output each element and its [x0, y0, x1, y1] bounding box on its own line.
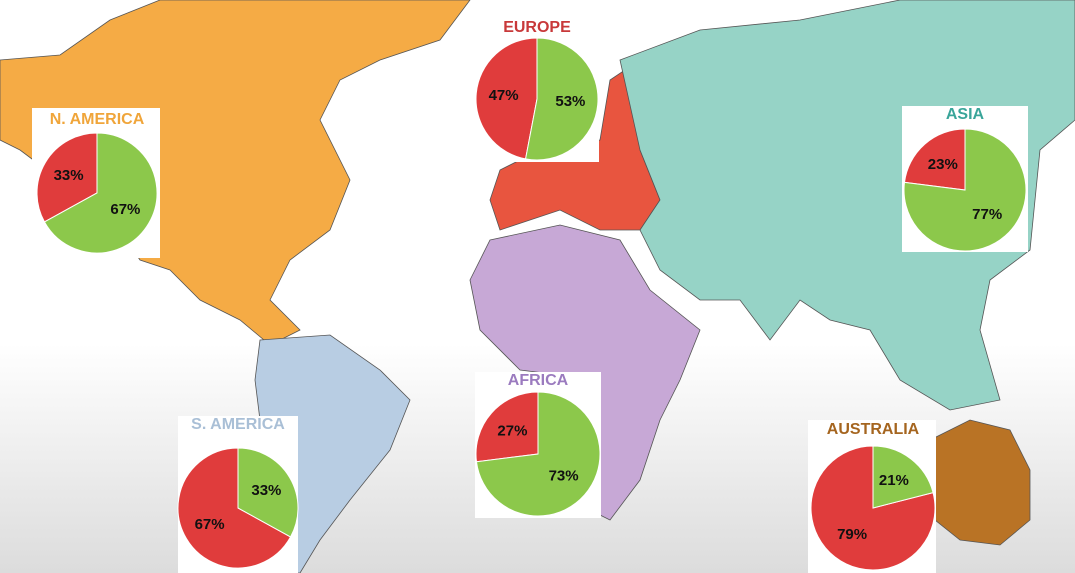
pie-chart: AFRICA 27% 73%	[475, 372, 601, 518]
value-label: 77%	[972, 206, 1002, 223]
pie-slice	[872, 445, 934, 509]
pie-chart: ASIA 23% 77%	[902, 106, 1028, 252]
value-label: 67%	[195, 516, 225, 533]
pie-slice	[177, 447, 292, 569]
value-label: 27%	[497, 422, 527, 439]
pie-slice	[475, 391, 539, 463]
pie-slice	[475, 37, 538, 160]
value-label: 53%	[555, 93, 585, 110]
pie-chart: S. AMERICA 67% 33%	[177, 416, 299, 573]
pie-slice	[237, 447, 299, 538]
pie-title: N. AMERICA	[50, 111, 145, 128]
pie-title: EUROPE	[503, 19, 571, 36]
pie-slice	[475, 391, 601, 517]
value-label: 79%	[837, 526, 867, 543]
pie-chart: AUSTRALIA 79% 21%	[808, 420, 936, 573]
value-label: 21%	[879, 472, 909, 489]
value-label: 33%	[251, 482, 281, 499]
value-label: 23%	[928, 156, 958, 173]
pie-slice	[903, 128, 1027, 252]
pie-title: S. AMERICA	[191, 416, 285, 433]
pie-title: AUSTRALIA	[827, 421, 920, 438]
pie-chart: EUROPE 47% 53%	[475, 19, 599, 162]
pie-slice	[36, 132, 98, 223]
asia-shape	[619, 0, 1075, 411]
pie-slice	[903, 128, 966, 191]
pie-slice	[43, 132, 158, 254]
value-label: 73%	[549, 468, 579, 485]
value-label: 67%	[110, 201, 140, 218]
pie-title: ASIA	[946, 106, 985, 123]
value-label: 47%	[489, 87, 519, 104]
pie-slice	[524, 37, 599, 161]
pie-title: AFRICA	[508, 372, 569, 389]
pie-chart: N. AMERICA 33% 67%	[32, 108, 160, 258]
value-label: 33%	[54, 167, 84, 184]
